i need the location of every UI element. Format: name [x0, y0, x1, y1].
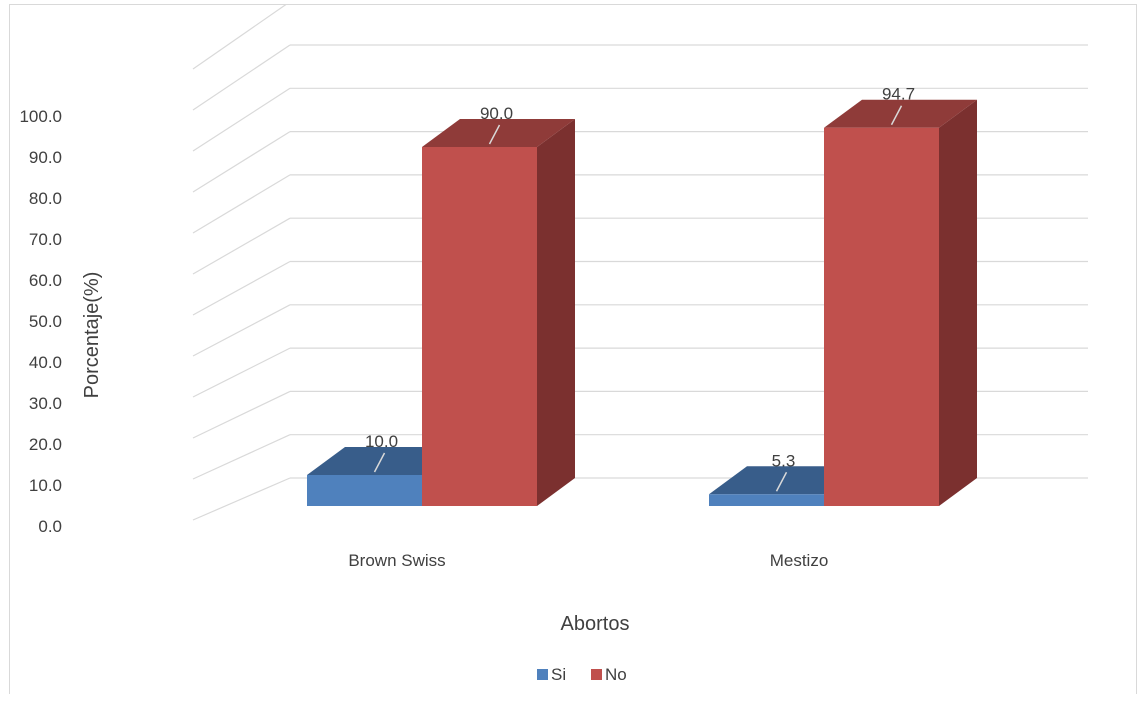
y-tick-label: 60.0 — [29, 271, 62, 290]
category-label: Brown Swiss — [348, 551, 445, 570]
data-label-text: 10.0 — [365, 432, 398, 451]
leader-line — [890, 105, 903, 126]
y-tick-label: 100.0 — [19, 107, 62, 126]
y-tick-labels: 0.0 10.0 20.0 30.0 40.0 50.0 60.0 70.0 80.0 90.0 1… — [19, 107, 62, 536]
bar-side — [939, 99, 977, 506]
x-axis-title: Abortos — [561, 613, 630, 635]
bar-front — [824, 127, 939, 506]
category-label: Mestizo — [770, 551, 829, 570]
data-label-si: 5.3 — [772, 451, 796, 492]
leader-line — [775, 471, 788, 492]
data-label-no: 94.7 — [882, 85, 915, 126]
data-label-si: 10.0 — [365, 432, 398, 473]
bar-no-brown-swiss — [422, 119, 575, 506]
data-label-text: 5.3 — [772, 451, 796, 470]
bar-front — [422, 147, 537, 506]
data-labels: 10.0 90.0 5.3 94.7 — [365, 85, 915, 492]
y-tick-label: 80.0 — [29, 189, 62, 208]
data-label-no: 90.0 — [480, 104, 513, 145]
leader-line — [373, 452, 386, 473]
legend-swatch — [537, 669, 548, 680]
gridline — [192, 44, 1088, 111]
bar-no-mestizo — [824, 99, 977, 506]
bar-top — [422, 119, 575, 147]
gridline — [192, 87, 1088, 152]
bars — [307, 99, 977, 506]
leader-line — [488, 124, 501, 145]
bar-top — [307, 447, 460, 475]
y-tick-label: 70.0 — [29, 230, 62, 249]
legend-label: Si — [551, 665, 566, 684]
data-label-text: 94.7 — [882, 85, 915, 104]
y-tick-label: 30.0 — [29, 394, 62, 413]
bar-front — [307, 475, 422, 506]
y-tick-label: 40.0 — [29, 353, 62, 372]
legend-label: No — [605, 665, 627, 684]
bar-side — [537, 119, 575, 506]
bar-top — [824, 99, 977, 128]
category-labels: Brown Swiss Mestizo — [348, 551, 828, 570]
y-tick-label: 50.0 — [29, 312, 62, 331]
y-tick-label: 10.0 — [29, 476, 62, 495]
bar-front — [709, 494, 824, 506]
y-tick-label: 20.0 — [29, 435, 62, 454]
legend-swatch — [591, 669, 602, 680]
chart-area: 0.0 10.0 20.0 30.0 40.0 50.0 60.0 70.0 80.0 90.0 1… — [9, 4, 1137, 694]
bar-top — [709, 466, 862, 495]
legend-item-no: No — [591, 665, 627, 684]
legend-item-si: Si — [537, 665, 566, 684]
y-tick-label: 0.0 — [38, 517, 62, 536]
y-axis-title: Porcentaje(%) — [81, 272, 103, 399]
y-tick-label: 90.0 — [29, 148, 62, 167]
gridline — [192, 5, 287, 70]
data-label-text: 90.0 — [480, 104, 513, 123]
bar-chart-3d: 0.010.020.030.040.050.060.070.080.090.01… — [19, 5, 1088, 684]
legend: Si No — [537, 665, 627, 684]
